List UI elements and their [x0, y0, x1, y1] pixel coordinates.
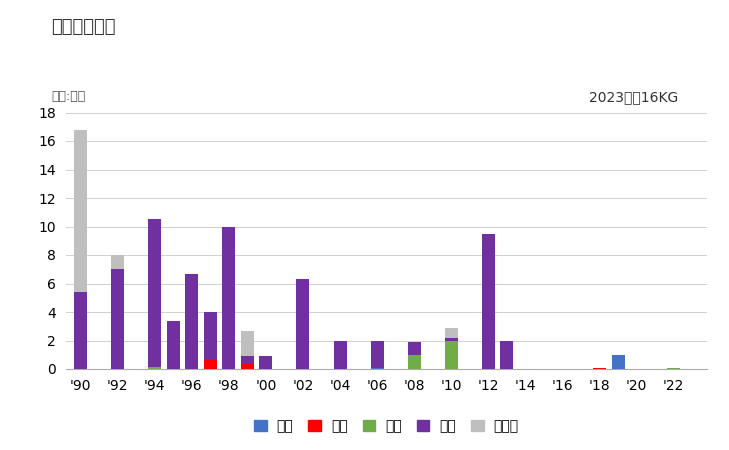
Text: 輸出量の推移: 輸出量の推移	[51, 18, 115, 36]
Bar	[445, 341, 458, 369]
Bar	[593, 368, 606, 369]
Bar	[408, 355, 421, 369]
Bar	[334, 341, 346, 369]
Bar	[612, 355, 625, 369]
Bar	[241, 331, 254, 369]
Text: 2023年：16KG: 2023年：16KG	[589, 90, 678, 104]
Bar	[111, 269, 124, 369]
Bar	[241, 356, 254, 369]
Bar	[203, 312, 217, 369]
Bar	[482, 234, 495, 369]
Bar	[370, 341, 383, 369]
Bar	[222, 226, 235, 369]
Bar	[203, 360, 217, 369]
Bar	[297, 279, 309, 369]
Bar	[74, 130, 87, 369]
Bar	[667, 368, 680, 369]
Bar	[111, 255, 124, 369]
Bar	[167, 320, 179, 369]
Bar	[370, 368, 383, 369]
Bar	[408, 342, 421, 369]
Bar	[241, 364, 254, 369]
Bar	[500, 341, 513, 369]
Bar	[74, 292, 87, 369]
Bar	[445, 338, 458, 369]
Bar	[445, 328, 458, 369]
Legend: 台湾, 米国, 中国, 韙国, その他: 台湾, 米国, 中国, 韙国, その他	[249, 414, 523, 438]
Bar	[148, 220, 161, 369]
Bar	[260, 356, 273, 369]
Bar	[482, 362, 495, 369]
Bar	[334, 348, 346, 369]
Text: 単位:トン: 単位:トン	[51, 90, 85, 103]
Bar	[297, 333, 309, 369]
Bar	[148, 367, 161, 369]
Bar	[185, 274, 198, 369]
